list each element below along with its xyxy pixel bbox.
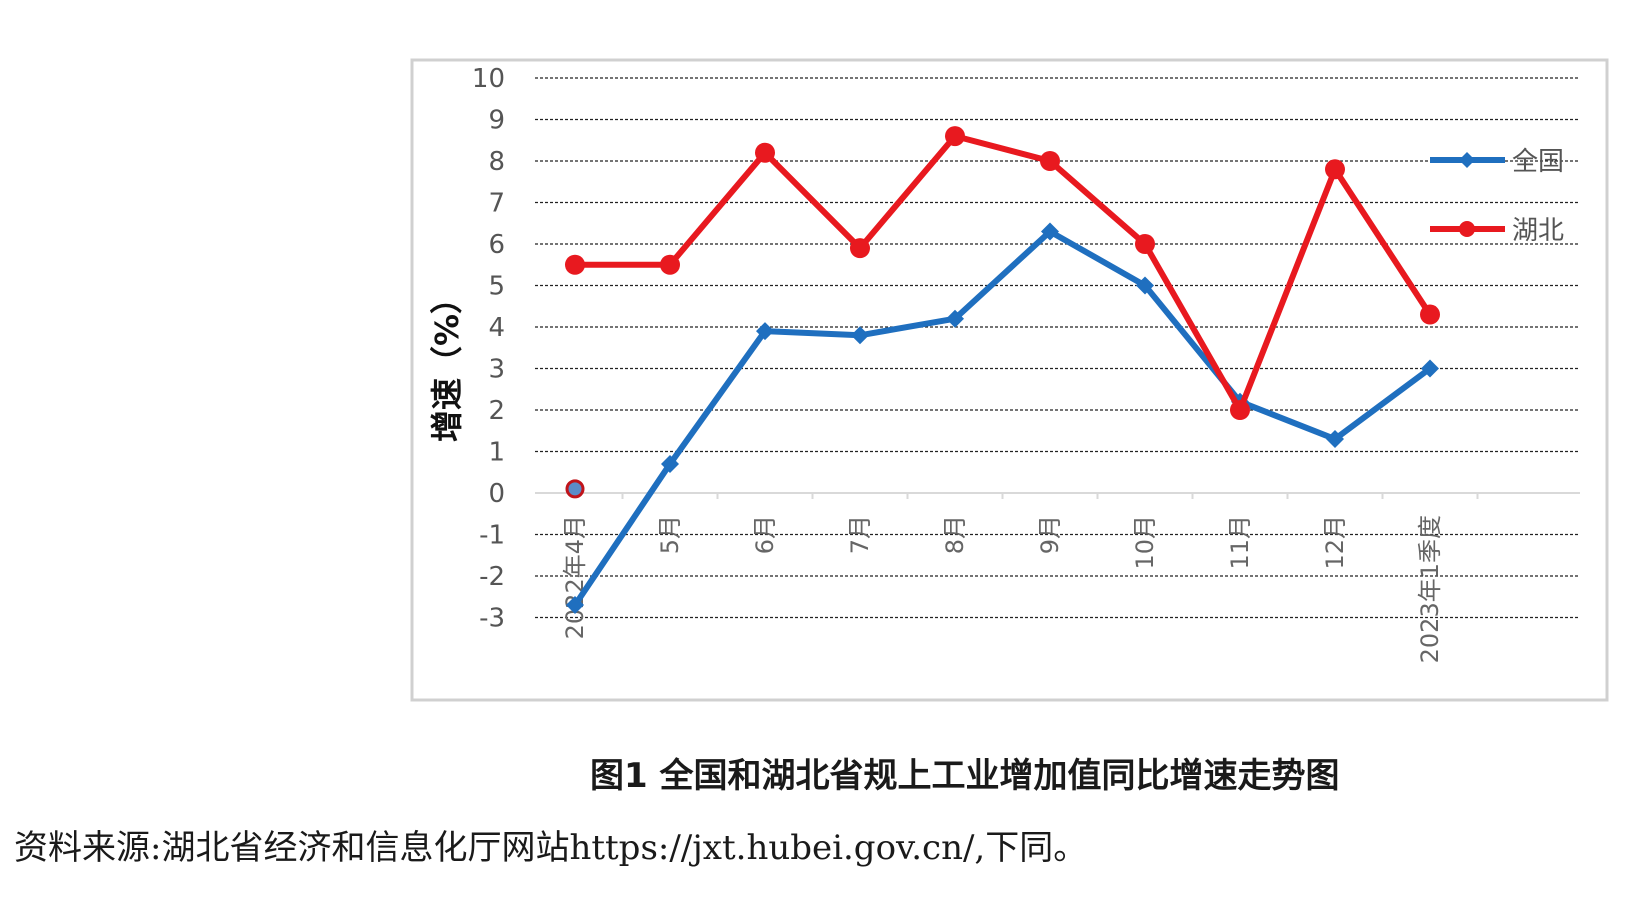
legend-label: 湖北 xyxy=(1512,216,1564,246)
data-point-diamond xyxy=(1041,222,1059,241)
data-point-diamond xyxy=(566,596,584,615)
y-tick-label: 10 xyxy=(472,64,505,94)
figure-caption: 图1 全国和湖北省规上工业增加值同比增速走势图 xyxy=(590,756,1340,796)
y-tick-label: 1 xyxy=(488,438,505,468)
y-tick-label: 7 xyxy=(488,189,505,219)
data-point-circle xyxy=(755,142,775,163)
data-point-circle xyxy=(565,254,585,275)
y-tick-label: -1 xyxy=(479,521,505,551)
x-tick-label: 12月 xyxy=(1321,515,1349,570)
grid-lines xyxy=(535,77,1580,619)
data-point-diamond xyxy=(1421,359,1439,378)
legend-marker xyxy=(1459,152,1475,168)
data-point-diamond xyxy=(1136,276,1154,295)
data-point-circle xyxy=(945,126,965,147)
y-tick-label: 8 xyxy=(488,147,505,177)
source-note: 资料来源:湖北省经济和信息化厅网站https://jxt.hubei.gov.c… xyxy=(14,828,1088,868)
data-point-circle xyxy=(1040,151,1060,171)
y-tick-label: 6 xyxy=(488,230,505,260)
y-tick-label: -2 xyxy=(479,562,505,592)
y-tick-label: 3 xyxy=(488,355,505,385)
x-tick-label: 2022年4月 xyxy=(561,515,589,639)
data-point-diamond xyxy=(756,322,774,341)
data-point-diamond xyxy=(1326,430,1344,449)
x-tick-label: 11月 xyxy=(1226,515,1254,570)
x-tick-label: 7月 xyxy=(846,515,874,554)
y-tick-label: 4 xyxy=(488,313,505,343)
series-line-1 xyxy=(575,133,1433,413)
x-tick-label: 9月 xyxy=(1036,515,1064,554)
data-point-circle xyxy=(1325,159,1345,180)
y-axis-label: 增速（%） xyxy=(428,282,466,442)
legend-label: 全国 xyxy=(1512,147,1564,177)
data-point-circle xyxy=(660,254,680,275)
x-tick-label: 5月 xyxy=(656,515,684,554)
data-point-circle xyxy=(850,238,870,259)
chart-frame xyxy=(410,58,1609,702)
y-tick-label: -3 xyxy=(479,604,505,634)
x-tick-label: 10月 xyxy=(1131,515,1159,570)
y-tick-label: 2 xyxy=(488,396,505,426)
y-tick-label: 0 xyxy=(488,479,505,509)
x-tick-label: 8月 xyxy=(941,515,969,554)
data-point-circle xyxy=(1135,234,1155,254)
data-point-diamond xyxy=(661,454,679,473)
y-tick-label: 9 xyxy=(488,106,505,136)
series-line-0 xyxy=(572,228,1432,607)
data-point-diamond xyxy=(946,309,964,328)
legend-marker xyxy=(1459,221,1475,237)
x-axis-ticks: 2022年4月 5月 6月 7月 8月 9月 10月 11月 12月 2023年1季度 xyxy=(561,493,1479,663)
series-lines xyxy=(565,126,1440,615)
x-tick-label: 2023年1季度 xyxy=(1416,515,1444,663)
data-point-diamond xyxy=(851,326,869,345)
extra-data-point xyxy=(565,479,585,499)
data-point-circle xyxy=(1420,304,1440,325)
data-point-circle xyxy=(1230,400,1250,420)
x-tick-label: 6月 xyxy=(751,515,779,554)
y-tick-label: 5 xyxy=(488,272,505,302)
